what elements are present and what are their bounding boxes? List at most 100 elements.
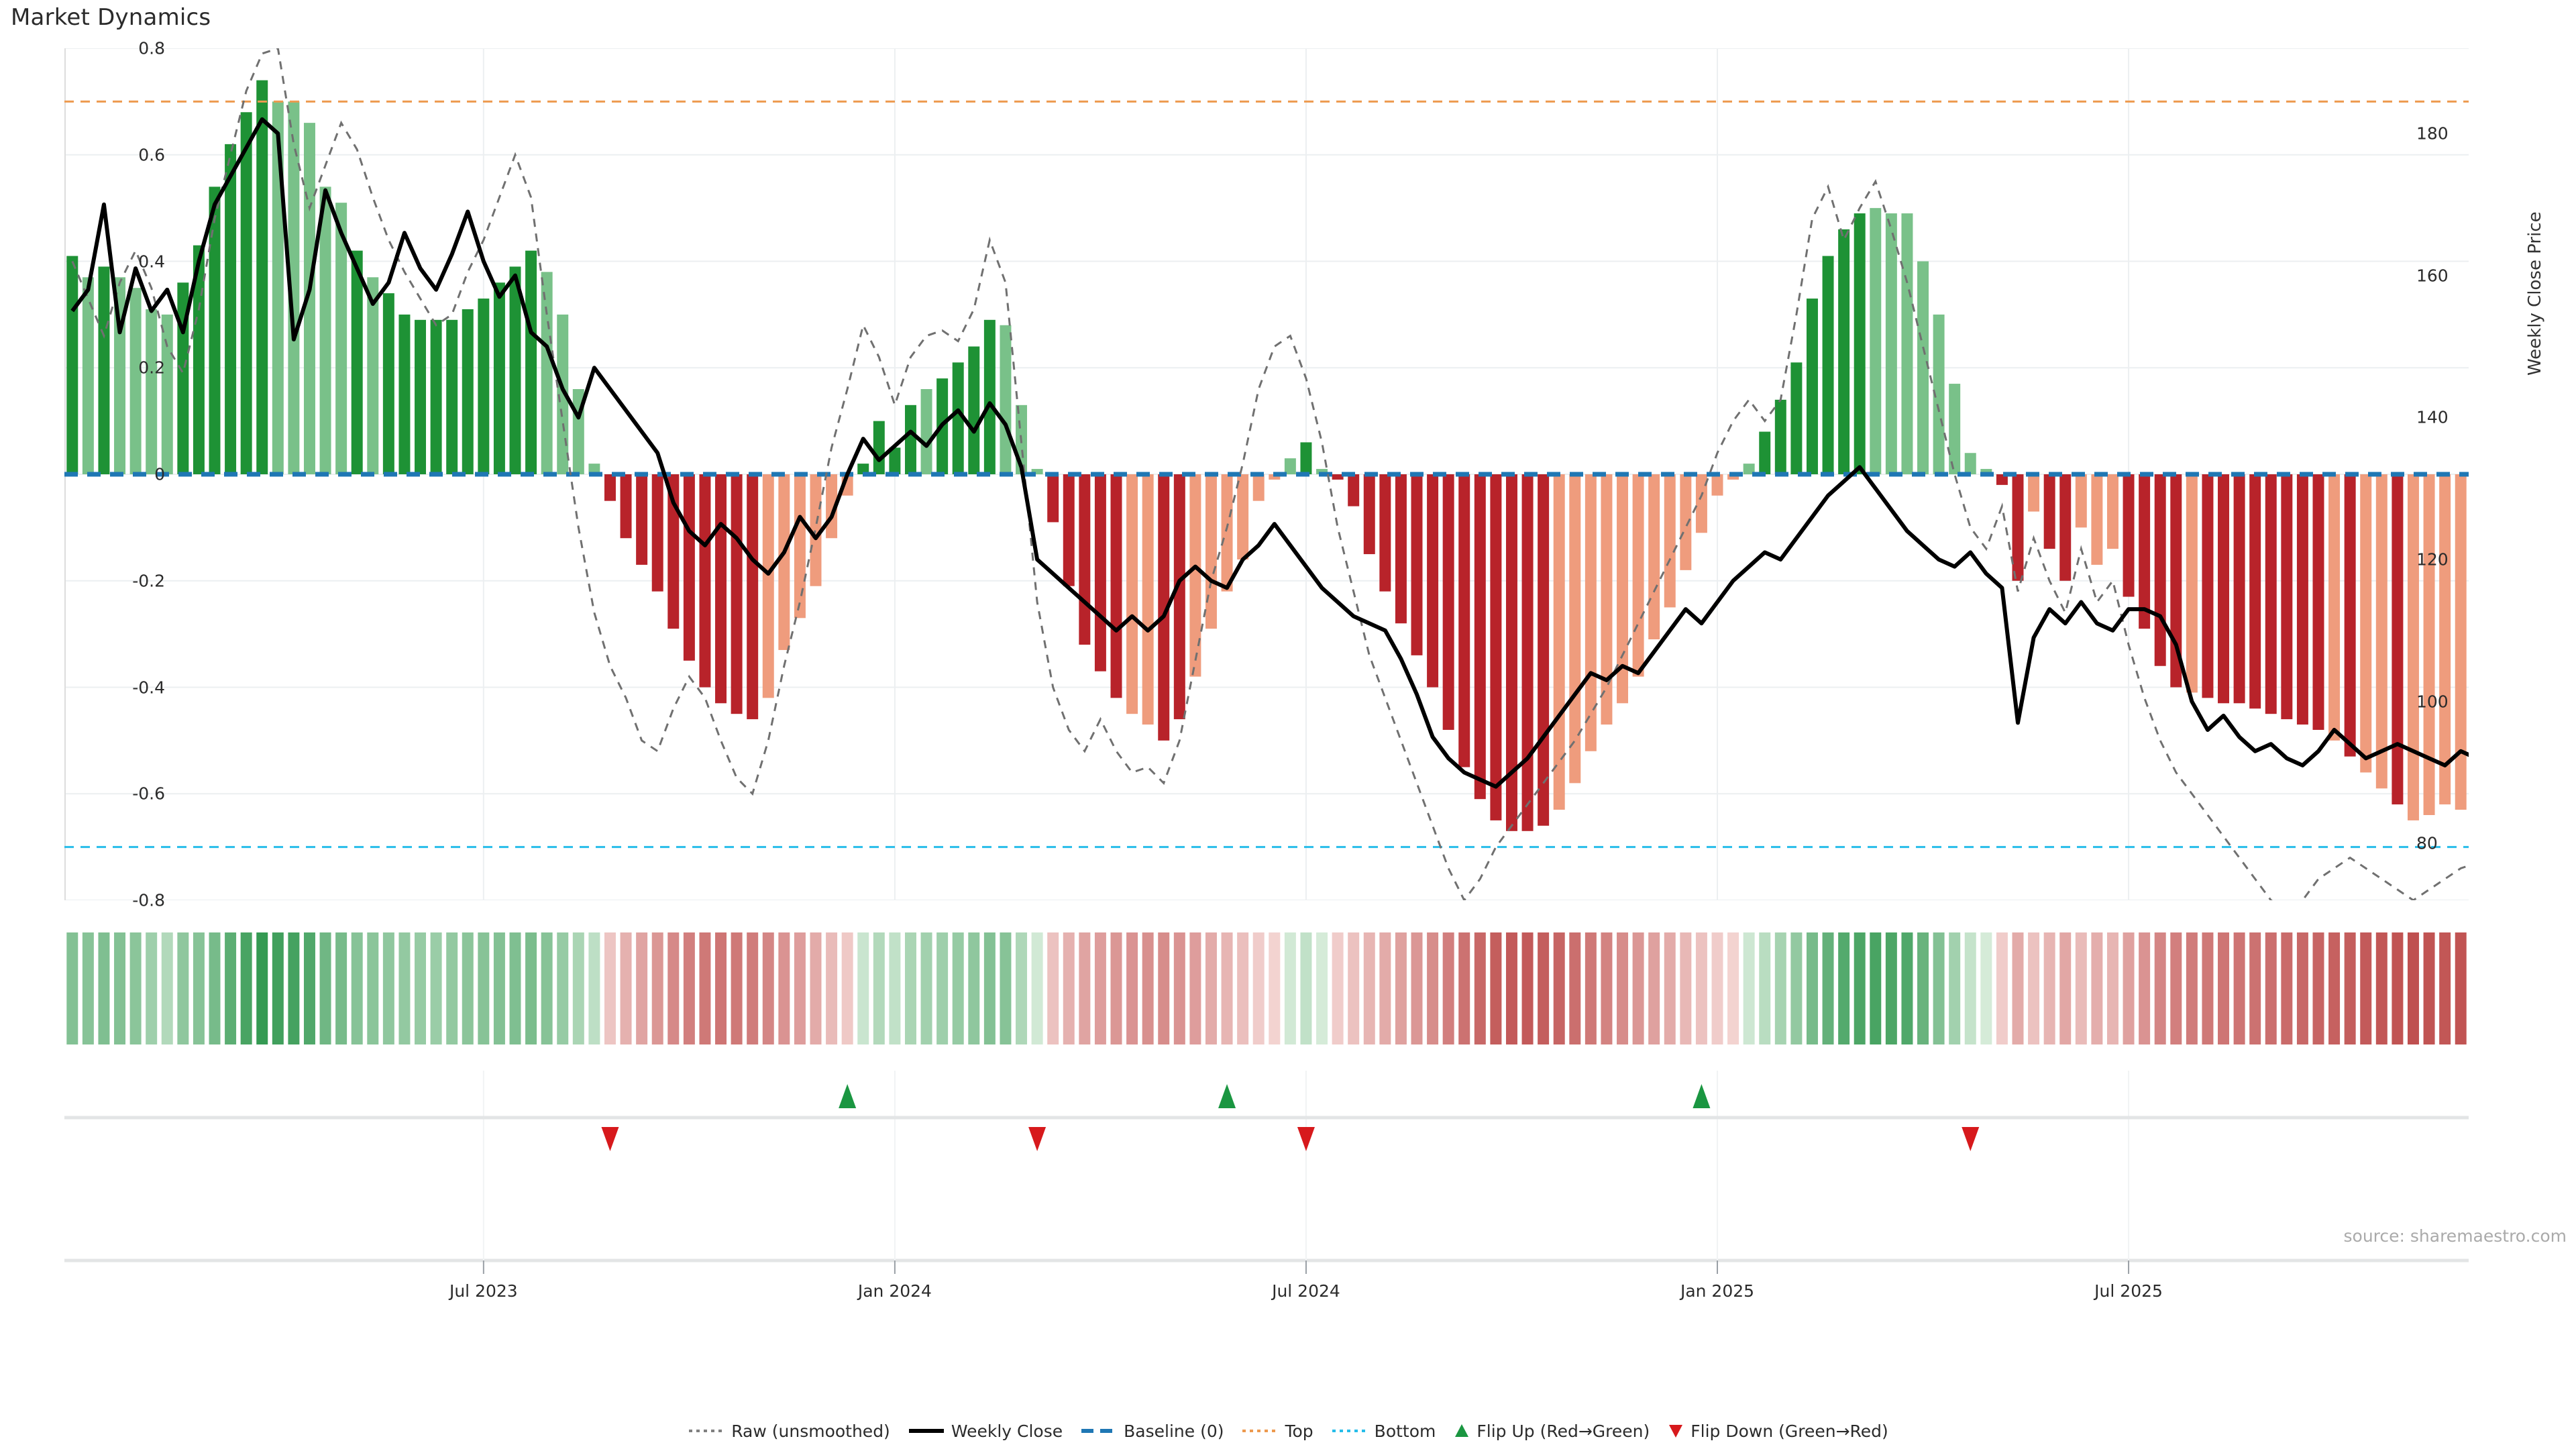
- heat-cell: [1601, 932, 1613, 1044]
- heat-cell: [398, 932, 411, 1044]
- market-dynamics-bar: [66, 256, 78, 474]
- legend-item[interactable]: Baseline (0): [1080, 1422, 1224, 1440]
- heat-cell: [557, 932, 569, 1044]
- heat-cell: [1016, 932, 1028, 1044]
- legend-item[interactable]: Top: [1241, 1422, 1313, 1440]
- x-axis-tick-label: Jul 2024: [1272, 1281, 1340, 1301]
- heat-cell: [367, 932, 379, 1044]
- right-axis-tick-label: 140: [2416, 407, 2449, 427]
- market-dynamics-bar: [2455, 474, 2467, 810]
- market-dynamics-bar: [2344, 474, 2356, 757]
- legend-item-label: Weekly Close: [951, 1421, 1063, 1441]
- market-dynamics-bar: [1427, 474, 1439, 688]
- market-dynamics-bar: [335, 203, 347, 474]
- heat-cell: [762, 932, 774, 1044]
- market-dynamics-bar: [667, 474, 680, 629]
- heat-cell: [415, 932, 427, 1044]
- heat-cell: [1126, 932, 1138, 1044]
- market-dynamics-bar: [2075, 474, 2087, 528]
- heat-cell: [1774, 932, 1786, 1044]
- market-dynamics-bar: [509, 266, 521, 474]
- market-dynamics-bar: [2106, 474, 2118, 549]
- heat-cell: [1759, 932, 1771, 1044]
- heat-cell: [430, 932, 442, 1044]
- heat-cell: [1094, 932, 1106, 1044]
- flip-up-marker: [839, 1084, 857, 1108]
- heat-cell: [1743, 932, 1755, 1044]
- legend-item[interactable]: Bottom: [1331, 1422, 1436, 1440]
- source-note: source: sharemaestro.com: [2343, 1226, 2567, 1246]
- heat-cell: [2392, 932, 2404, 1044]
- legend-item[interactable]: Weekly Close: [908, 1422, 1063, 1440]
- heat-cell: [841, 932, 853, 1044]
- legend-item[interactable]: Flip Down (Green→Red): [1667, 1422, 1888, 1440]
- heat-cell: [952, 932, 964, 1044]
- heat-cell: [478, 932, 490, 1044]
- market-dynamics-bar: [1854, 213, 1866, 474]
- heat-cell: [1411, 932, 1423, 1044]
- market-dynamics-bar: [794, 474, 806, 619]
- market-dynamics-bar: [193, 245, 205, 474]
- left-axis-tick-label: -0.2: [132, 571, 165, 591]
- heat-cell: [2075, 932, 2087, 1044]
- market-dynamics-bar: [2249, 474, 2261, 709]
- heat-cell: [1585, 932, 1597, 1044]
- market-dynamics-bar: [2028, 474, 2040, 512]
- market-dynamics-bar: [1774, 399, 1786, 474]
- heat-cell: [1490, 932, 1502, 1044]
- market-dynamics-bar: [1474, 474, 1486, 800]
- heat-cell: [1822, 932, 1834, 1044]
- heat-cell: [161, 932, 173, 1044]
- flip-markers-svg: [64, 1071, 2469, 1165]
- market-dynamics-bar: [303, 123, 315, 474]
- weekly-close-line: [70, 117, 2469, 789]
- heat-cell: [2059, 932, 2072, 1044]
- heat-cell: [382, 932, 394, 1044]
- market-dynamics-bar: [240, 112, 252, 474]
- left-axis-tick-label: 0: [154, 464, 165, 484]
- market-dynamics-bar: [1189, 474, 1201, 677]
- legend-item[interactable]: Raw (unsmoothed): [688, 1422, 890, 1440]
- market-dynamics-bar: [1822, 256, 1834, 474]
- market-dynamics-bar: [1490, 474, 1502, 820]
- heat-cell: [1996, 932, 2008, 1044]
- heat-cell: [2218, 932, 2230, 1044]
- heat-cell: [2439, 932, 2451, 1044]
- heat-cell: [873, 932, 885, 1044]
- right-axis-tick-label: 120: [2416, 549, 2449, 570]
- market-dynamics-bar: [1964, 453, 1976, 474]
- x-axis-tick-label: Jan 2024: [857, 1281, 932, 1301]
- heat-strip-svg: [66, 932, 2498, 1044]
- market-dynamics-bar: [2360, 474, 2372, 773]
- right-axis-label: Weekly Close Price: [2525, 211, 2545, 376]
- market-dynamics-bar: [1252, 474, 1265, 501]
- market-dynamics-bar: [2012, 474, 2024, 581]
- heat-cell: [794, 932, 806, 1044]
- main-plot-area: [64, 48, 2469, 900]
- heat-cell: [1474, 932, 1486, 1044]
- heat-cell: [620, 932, 632, 1044]
- market-dynamics-bar: [683, 474, 695, 661]
- heat-cell: [968, 932, 980, 1044]
- heat-cell: [2312, 932, 2324, 1044]
- heat-cell: [1790, 932, 1803, 1044]
- market-dynamics-bar: [2170, 474, 2182, 688]
- market-dynamics-bar: [1870, 208, 1882, 474]
- market-dynamics-bar: [2375, 474, 2387, 789]
- market-dynamics-bar: [1158, 474, 1170, 741]
- market-dynamics-bar: [1806, 299, 1818, 474]
- heat-cell: [1885, 932, 1897, 1044]
- heat-cell: [177, 932, 189, 1044]
- heat-cell: [2012, 932, 2024, 1044]
- heat-cell: [509, 932, 521, 1044]
- flip-down-marker: [1297, 1127, 1315, 1151]
- market-dynamics-bar: [1000, 325, 1012, 474]
- heat-cell: [1870, 932, 1882, 1044]
- heat-cell: [2249, 932, 2261, 1044]
- heat-cell: [810, 932, 822, 1044]
- market-dynamics-bar: [1205, 474, 1217, 629]
- market-dynamics-bar: [983, 319, 996, 474]
- legend-item[interactable]: Flip Up (Red→Green): [1453, 1422, 1650, 1440]
- heat-cell: [114, 932, 126, 1044]
- heat-cell: [1252, 932, 1265, 1044]
